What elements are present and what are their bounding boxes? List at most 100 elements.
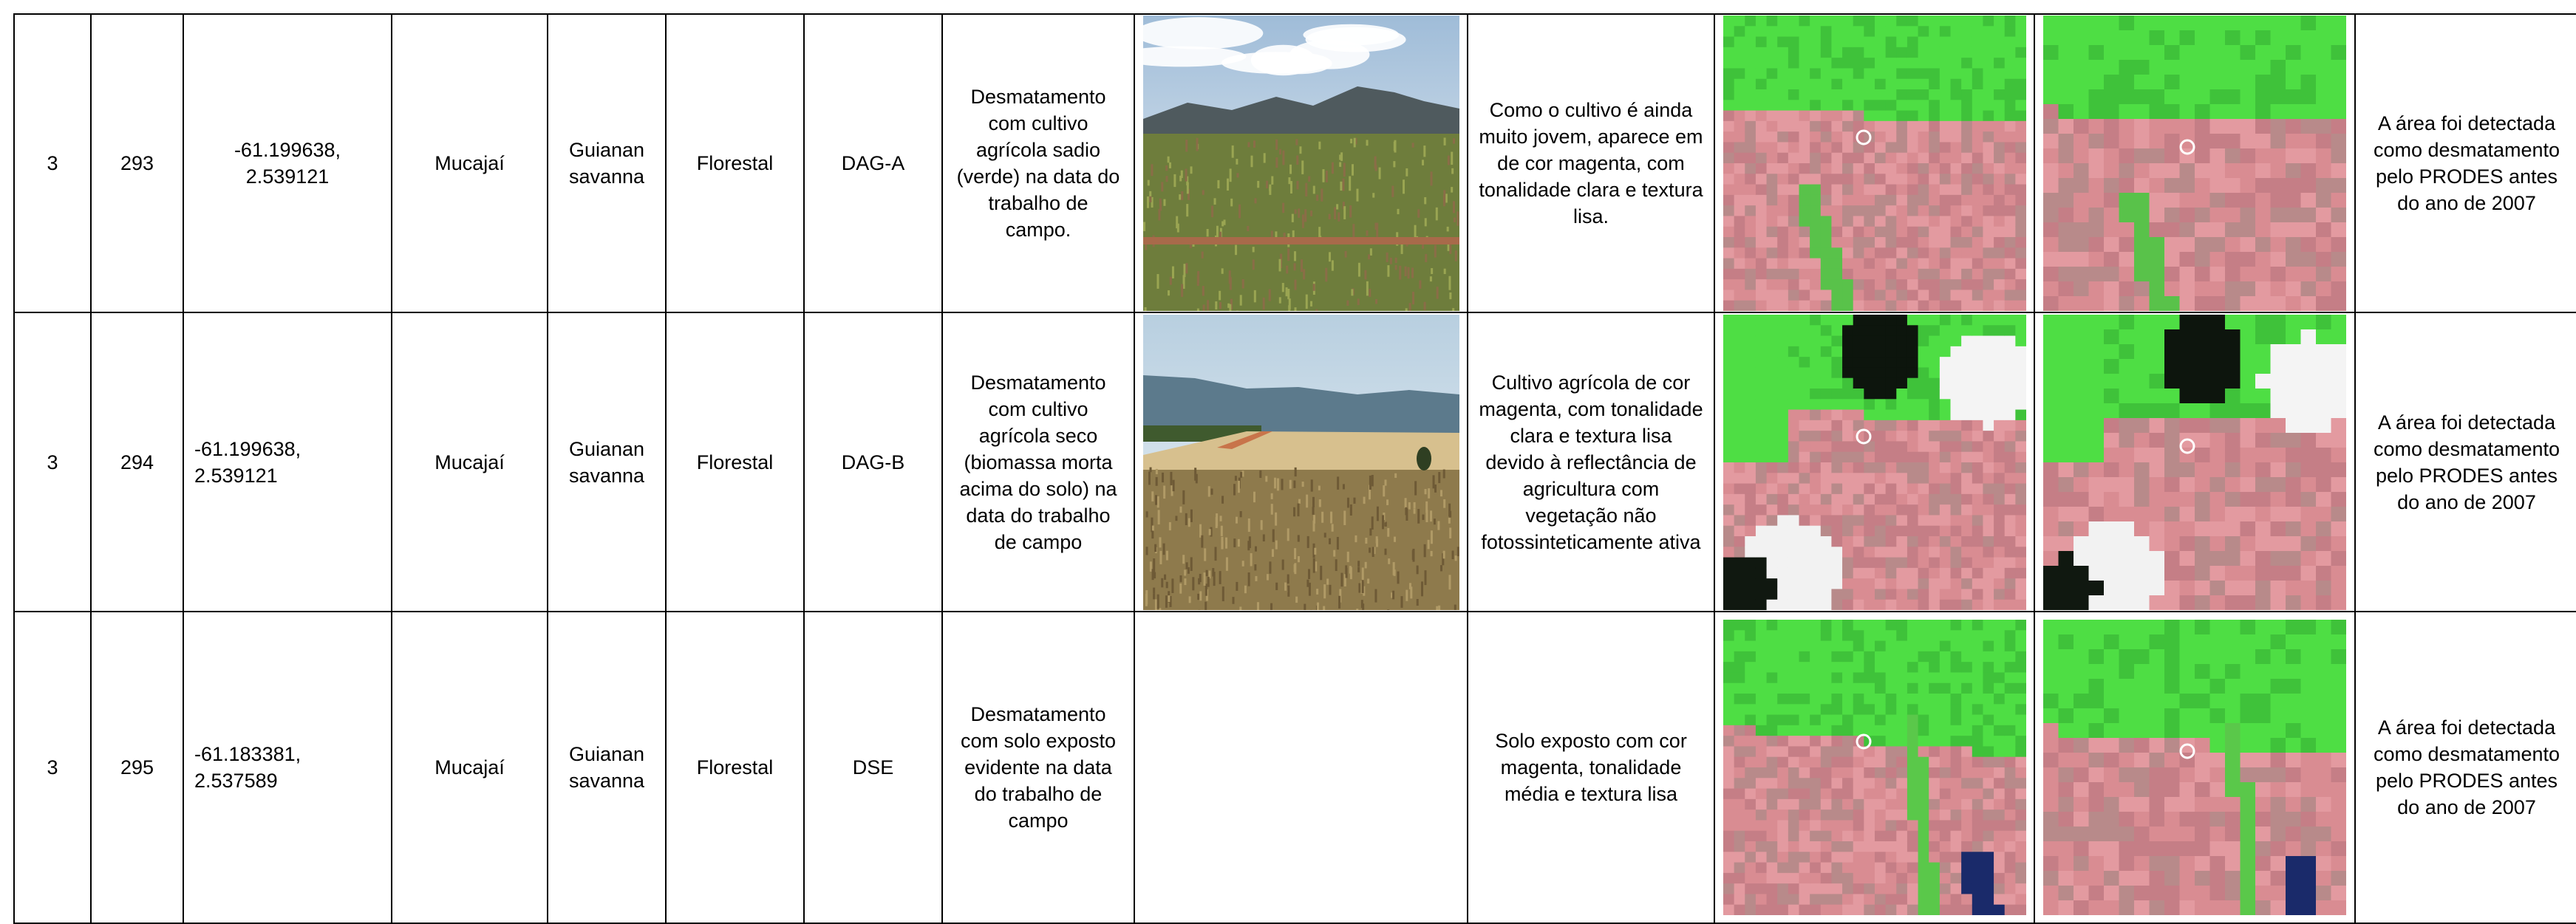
pixel — [1864, 174, 1875, 185]
grass — [1247, 572, 1250, 586]
pixel — [1907, 121, 1918, 132]
pixel — [1853, 377, 1864, 389]
pixel — [2004, 504, 2015, 516]
pixel — [1820, 736, 1831, 747]
pixel — [2241, 208, 2256, 223]
pixel — [1755, 451, 1766, 462]
pixel — [1918, 883, 1929, 894]
pixel — [1875, 767, 1886, 778]
pixel — [1929, 493, 1940, 504]
grass — [1156, 496, 1159, 507]
pixel — [2225, 551, 2241, 567]
pixel — [2241, 900, 2256, 915]
pixel — [1810, 641, 1821, 652]
pixel — [2241, 566, 2256, 581]
pixel — [2316, 753, 2331, 768]
pixel — [1842, 525, 1853, 536]
pixel — [1994, 883, 2005, 894]
pixel — [1896, 567, 1907, 578]
pixel — [2089, 886, 2105, 901]
grass — [1310, 301, 1312, 307]
pixel — [1918, 894, 1929, 905]
pixel — [1875, 641, 1886, 652]
pixel — [1831, 789, 1842, 800]
pixel — [1885, 567, 1896, 578]
grass — [1384, 521, 1386, 526]
pixel — [1950, 725, 1961, 736]
grass — [1217, 180, 1219, 188]
pixel — [2210, 193, 2226, 208]
pixel — [1907, 185, 1918, 196]
pixel — [1885, 799, 1896, 810]
pixel — [1994, 121, 2005, 132]
pixel — [1918, 789, 1929, 800]
pixel — [1734, 227, 1745, 238]
pixel — [1907, 715, 1918, 726]
pixel — [2134, 812, 2150, 827]
pixel — [1734, 483, 1745, 494]
pixel — [1766, 515, 1777, 526]
pixel — [1734, 142, 1745, 153]
pixel — [2331, 178, 2347, 194]
pixel — [2195, 344, 2210, 360]
pixel — [1777, 515, 1788, 526]
pixel — [2164, 507, 2180, 522]
grass — [1240, 472, 1242, 478]
pixel — [2316, 134, 2331, 149]
pixel — [1755, 778, 1766, 789]
pixel — [1864, 89, 1875, 100]
pixel — [2089, 827, 2105, 842]
pixel — [2015, 767, 2026, 778]
pixel — [2074, 886, 2089, 901]
grass — [1315, 309, 1318, 311]
pixel — [2150, 403, 2165, 419]
pixel — [2134, 374, 2150, 389]
pixel — [1961, 100, 1972, 111]
pixel — [1994, 683, 2005, 694]
pixel — [2301, 418, 2317, 434]
pixel — [2210, 60, 2226, 75]
pixel — [2119, 812, 2135, 827]
pixel — [1788, 325, 1799, 336]
pixel — [1950, 493, 1961, 504]
pixel — [1820, 841, 1831, 852]
pixel — [2150, 104, 2165, 120]
pixel — [2059, 344, 2074, 360]
grass — [1346, 301, 1349, 306]
grass — [1416, 565, 1418, 574]
pixel — [1777, 269, 1788, 280]
pixel — [1777, 367, 1788, 378]
pixel — [2164, 767, 2180, 783]
pixel — [2134, 507, 2150, 522]
pixel — [2210, 521, 2226, 537]
pixel — [1766, 346, 1777, 357]
pixel — [2164, 708, 2180, 724]
pixel — [2059, 566, 2074, 581]
pixel — [2134, 329, 2150, 345]
pixel — [2271, 462, 2286, 478]
pixel — [1842, 367, 1853, 378]
pixel — [1885, 58, 1896, 69]
pixel — [2225, 315, 2241, 330]
pixel — [1961, 778, 1972, 789]
grass — [1305, 183, 1307, 196]
pixel — [1907, 672, 1918, 683]
pixel — [1875, 131, 1886, 143]
pixel — [2225, 45, 2241, 61]
pixel — [2150, 679, 2165, 694]
pixel — [1723, 620, 1734, 631]
pixel — [1983, 47, 1994, 58]
pixel — [1875, 409, 1886, 420]
pixel — [1994, 68, 2005, 79]
pixel — [1853, 259, 1864, 270]
pixel — [2241, 477, 2256, 493]
pixel — [1907, 894, 1918, 905]
pixel — [1950, 683, 1961, 694]
pixel — [2104, 89, 2119, 105]
pixel — [1853, 662, 1864, 673]
pixel — [1939, 279, 1950, 290]
pixel — [1810, 515, 1821, 526]
pixel — [1994, 367, 2005, 378]
pixel — [1831, 715, 1842, 726]
pixel — [1885, 873, 1896, 884]
